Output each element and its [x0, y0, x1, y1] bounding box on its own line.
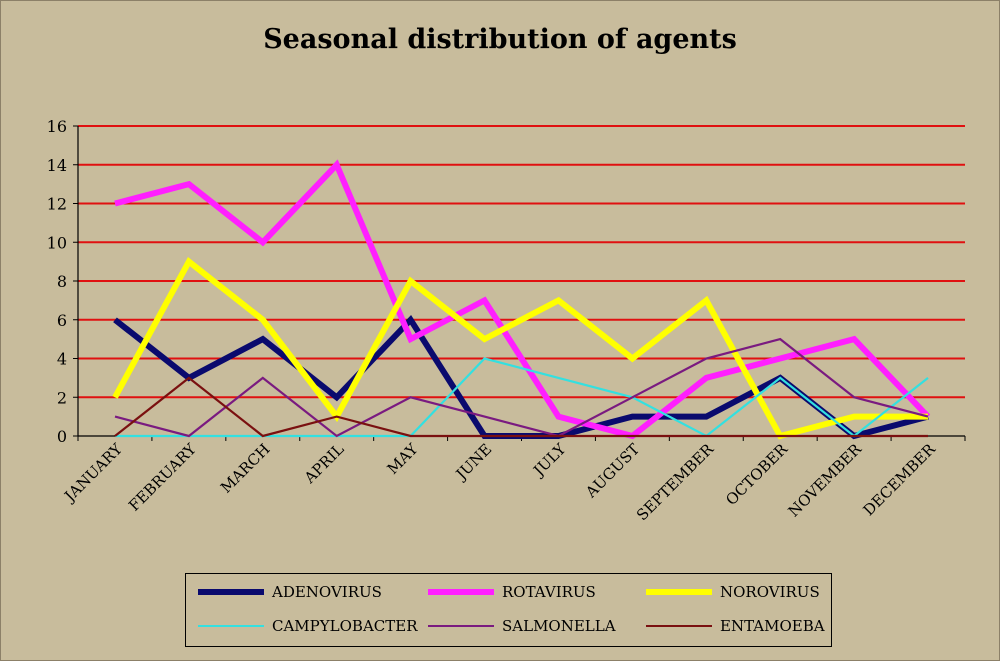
- legend-label: ROTAVIRUS: [502, 583, 596, 601]
- series-line-adenovirus: [113, 314, 929, 440]
- legend-item-norovirus: NOROVIRUS: [646, 581, 820, 603]
- legend-swatch: [198, 625, 264, 627]
- y-tick-label: 0: [57, 427, 67, 446]
- y-tick-label: 8: [57, 272, 67, 291]
- y-tick-label: 12: [47, 195, 67, 214]
- series-lines: [112, 159, 931, 440]
- legend-label: SALMONELLA: [502, 617, 616, 635]
- x-tick-label: SEPTEMBER: [633, 440, 718, 525]
- legend-item-rotavirus: ROTAVIRUS: [428, 581, 596, 603]
- legend-item-adenovirus: ADENOVIRUS: [198, 581, 382, 603]
- series-line-norovirus: [112, 257, 928, 440]
- y-tick-label: 4: [57, 350, 67, 369]
- x-tick-label: DECEMBER: [860, 440, 940, 520]
- legend-label: CAMPYLOBACTER: [272, 617, 418, 635]
- series-line-rotavirus: [114, 159, 931, 440]
- legend-item-campylobacter: CAMPYLOBACTER: [198, 615, 418, 637]
- legend-item-salmonella: SALMONELLA: [428, 615, 616, 637]
- x-tick-label: JANUARY: [60, 439, 127, 506]
- series-line-campylobacter: [115, 357, 929, 438]
- legend-label: NOROVIRUS: [720, 583, 820, 601]
- legend-label: ENTAMOEBA: [720, 617, 825, 635]
- series-line-salmonella: [114, 337, 929, 438]
- legend: ADENOVIRUS ROTAVIRUS NOROVIRUS CAMPYLOBACTE…: [185, 573, 832, 647]
- series-line-entamoeba: [114, 376, 928, 438]
- x-tick-label: AUGUST: [581, 440, 643, 502]
- legend-label: ADENOVIRUS: [272, 583, 382, 601]
- chart-title: Seasonal distribution of agents: [263, 24, 737, 55]
- x-tick-label: OCTOBER: [722, 440, 791, 509]
- legend-swatch: [646, 625, 712, 627]
- legend-swatch: [646, 589, 712, 595]
- legend-swatch: [428, 625, 494, 627]
- y-tick-label: 2: [57, 388, 67, 407]
- legend-item-entamoeba: ENTAMOEBA: [646, 615, 825, 637]
- x-tick-label: JUNE: [451, 440, 495, 484]
- y-tick-label: 16: [47, 117, 67, 136]
- x-tick-label: APRIL: [300, 440, 347, 487]
- x-tick-label: MAY: [384, 439, 423, 478]
- legend-swatch: [428, 589, 494, 595]
- y-tick-label: 10: [47, 233, 67, 252]
- x-tick-label: MARCH: [217, 440, 274, 497]
- x-tick-label: NOVEMBER: [785, 440, 866, 521]
- legend-swatch: [198, 589, 264, 595]
- y-tick-label: 14: [47, 156, 67, 175]
- x-tick-label: FEBRUARY: [125, 439, 200, 514]
- x-tick-label: JULY: [529, 439, 570, 480]
- axes: [73, 125, 966, 441]
- y-tick-label: 6: [57, 311, 67, 330]
